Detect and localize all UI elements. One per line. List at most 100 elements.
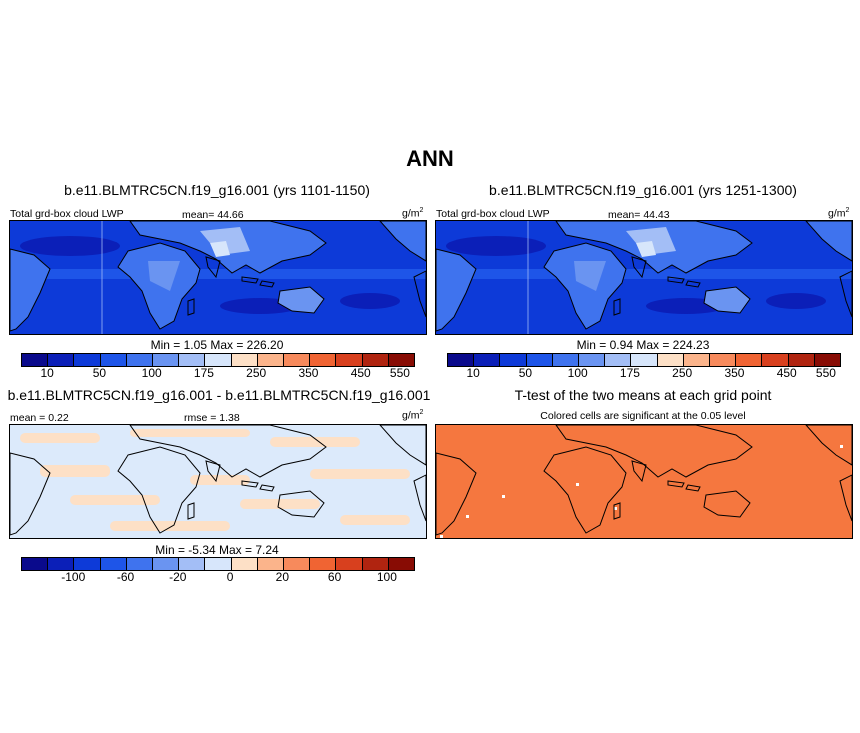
coastline <box>205 460 221 483</box>
colorbar-tick-label: 350 <box>724 366 745 380</box>
asia-high-lwp <box>200 227 250 255</box>
australia-fill <box>278 287 324 313</box>
panel3-minmax: Min = -5.34 Max = 7.24 <box>155 543 279 557</box>
colorbar-tick-label: 10 <box>466 366 480 380</box>
samerica-fill <box>436 249 476 331</box>
colorbar-swatch <box>179 354 206 366</box>
coastline <box>555 425 753 478</box>
panel2-map <box>435 220 853 335</box>
panel1-mean: mean= 44.66 <box>182 209 244 221</box>
africa-high-lwp <box>148 261 180 291</box>
coastline <box>805 425 852 466</box>
coastline <box>436 452 477 536</box>
coastline <box>10 452 51 536</box>
coastline <box>187 298 195 316</box>
colorbar-swatch <box>448 354 475 366</box>
colorbar-swatch <box>284 354 311 366</box>
positive-diff-patch <box>130 429 250 437</box>
colorbar-swatch <box>814 354 841 366</box>
positive-diff-patch <box>340 515 410 525</box>
panel2-field-label: Total grd-box cloud LWP <box>436 208 550 220</box>
colorbar-tick-label: 550 <box>389 366 410 380</box>
significance-field <box>436 425 852 538</box>
insignificant-cell <box>576 483 579 486</box>
africa-fill <box>118 243 200 329</box>
colorbar-swatch <box>126 354 154 366</box>
colorbar-swatch <box>336 558 363 570</box>
coastline <box>187 502 195 520</box>
africa-fill <box>544 243 626 329</box>
coastline <box>129 425 327 478</box>
colorbar-swatch <box>74 354 101 366</box>
coastline <box>839 474 852 522</box>
africa-high-lwp <box>574 261 606 291</box>
colorbar-swatch <box>153 558 180 570</box>
colorbar-swatch <box>336 354 363 366</box>
panel3-rmse: rmse = 1.38 <box>184 412 240 424</box>
panel3-colorbar-labels: -100 -60 -20 0 20 60 100 <box>21 570 413 584</box>
colorbar-swatch <box>788 354 815 366</box>
colorbar-swatch <box>388 354 415 366</box>
colorbar-swatch <box>362 558 389 570</box>
coastline <box>543 242 627 330</box>
coastline <box>805 221 852 262</box>
itcz-band <box>436 269 852 279</box>
colorbar-tick-label: 350 <box>298 366 319 380</box>
australia-fill <box>704 287 750 313</box>
low-lwp-region <box>20 236 120 256</box>
coastline <box>277 286 325 314</box>
panel2-colorbar <box>447 353 841 367</box>
coastline <box>413 474 426 522</box>
positive-diff-patch <box>110 521 230 531</box>
positive-diff-patch <box>70 495 160 505</box>
panel4-ttest-field <box>436 425 852 538</box>
figure-title: ANN <box>406 146 454 171</box>
colorbar-tick-label: 0 <box>226 570 234 584</box>
colorbar-swatch <box>605 354 632 366</box>
panel1-title: b.e11.BLMTRC5CN.f19_g16.001 (yrs 1101-11… <box>64 182 370 198</box>
asia-high-lwp <box>626 227 676 255</box>
colorbar-tick-label: 175 <box>193 366 214 380</box>
panel3-title: b.e11.BLMTRC5CN.f19_g16.001 - b.e11.BLMT… <box>7 387 431 403</box>
coastline <box>259 484 275 492</box>
insignificant-cell <box>440 535 443 538</box>
panel1-map <box>9 220 427 335</box>
colorbar-tick-label: 250 <box>246 366 267 380</box>
colorbar-tick-label: 450 <box>776 366 797 380</box>
colorbar-swatch <box>284 558 311 570</box>
colorbar-swatch <box>100 354 127 366</box>
coastline <box>241 480 259 488</box>
asia-peak-lwp <box>636 241 656 257</box>
coastline <box>667 480 685 488</box>
panel2-title: b.e11.BLMTRC5CN.f19_g16.001 (yrs 1251-13… <box>489 182 797 198</box>
colorbar-swatch <box>474 354 501 366</box>
colorbar-swatch <box>153 354 180 366</box>
colorbar-tick-label: 450 <box>350 366 371 380</box>
panel1-colorbar <box>21 353 415 367</box>
colorbar-swatch <box>100 558 127 570</box>
colorbar-swatch <box>683 354 711 366</box>
colorbar-tick-label: -60 <box>116 570 135 584</box>
colorbar-tick-label: 100 <box>141 366 162 380</box>
panel3-map <box>9 424 427 539</box>
coastline <box>10 248 51 332</box>
colorbar-swatch <box>388 558 415 570</box>
colorbar-swatch <box>631 354 658 366</box>
colorbar-tick-label: 100 <box>376 570 397 584</box>
positive-diff-patch <box>270 437 360 447</box>
colorbar-tick-label: 20 <box>275 570 290 584</box>
coastline <box>555 221 753 274</box>
colorbar-tick-label: 100 <box>567 366 588 380</box>
panel3-mean: mean = 0.22 <box>10 412 69 424</box>
coastline <box>631 256 647 279</box>
colorbar-swatch <box>736 354 763 366</box>
colorbar-swatch <box>48 354 75 366</box>
colorbar-swatch <box>22 558 49 570</box>
coastline <box>703 286 751 314</box>
low-lwp-region <box>446 236 546 256</box>
coastline <box>379 221 426 262</box>
coastline <box>685 280 701 288</box>
colorbar-tick-label: 60 <box>327 570 342 584</box>
colorbar-tick-label: 50 <box>518 366 533 380</box>
coastline <box>413 270 426 318</box>
